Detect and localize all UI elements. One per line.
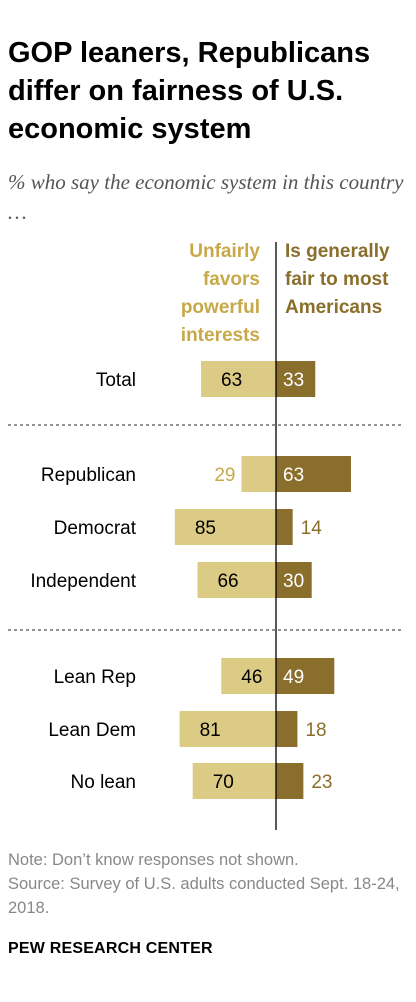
category-label: Lean Dem [48, 720, 136, 741]
category-label: Republican [41, 465, 136, 486]
bar-fair [276, 361, 316, 397]
data-label-unfair: 29 [214, 465, 235, 486]
data-label-unfair: 70 [213, 772, 234, 793]
bar-unfair [192, 763, 276, 799]
bar-unfair [221, 658, 276, 694]
chart-notes: Note: Don’t know responses not shown. So… [8, 848, 412, 920]
category-label: Independent [30, 571, 136, 592]
data-label-unfair: 63 [221, 370, 242, 391]
bar-fair [276, 711, 298, 747]
bar-unfair [179, 711, 276, 747]
bar-fair [276, 456, 351, 492]
category-label: Lean Rep [54, 667, 136, 688]
bar-fair [276, 658, 335, 694]
diverging-bar-chart: Total 63 33 Republican 29 63 Democrat 85 14 Indep… [8, 242, 404, 830]
legend-unfair-header: Unfairly favors powerful interests [180, 241, 260, 346]
bar-unfair [201, 361, 276, 397]
data-label-unfair: 85 [195, 518, 216, 539]
bar-fair [276, 763, 304, 799]
data-label-fair: 63 [283, 465, 304, 486]
data-label-unfair: 66 [217, 571, 238, 592]
bar-unfair [174, 509, 276, 545]
chart-subtitle: % who say the economic system in this co… [8, 170, 404, 224]
bar-fair [276, 562, 312, 598]
data-label-fair: 30 [283, 571, 304, 592]
category-label: Total [96, 370, 136, 391]
bar-fair [276, 509, 293, 545]
chart-title: GOP leaners, Republicans differ on fairn… [8, 37, 371, 145]
data-label-fair: 49 [283, 667, 304, 688]
data-label-unfair: 81 [200, 720, 221, 741]
note-text: Note: Don’t know responses not shown. [8, 851, 299, 869]
data-label-fair: 18 [305, 720, 326, 741]
legend-fair-header: Is generally fair to most Americans [285, 241, 390, 318]
data-label-fair: 23 [311, 772, 332, 793]
category-label: No lean [71, 772, 137, 793]
bar-unfair [197, 562, 276, 598]
data-label-fair: 33 [283, 370, 304, 391]
source-text: Source: Survey of U.S. adults conducted … [8, 875, 400, 917]
brand-footer: PEW RESEARCH CENTER [8, 940, 213, 957]
data-label-unfair: 46 [241, 667, 262, 688]
data-label-fair: 14 [301, 518, 323, 539]
bar-unfair [241, 456, 276, 492]
category-label: Democrat [54, 518, 137, 539]
